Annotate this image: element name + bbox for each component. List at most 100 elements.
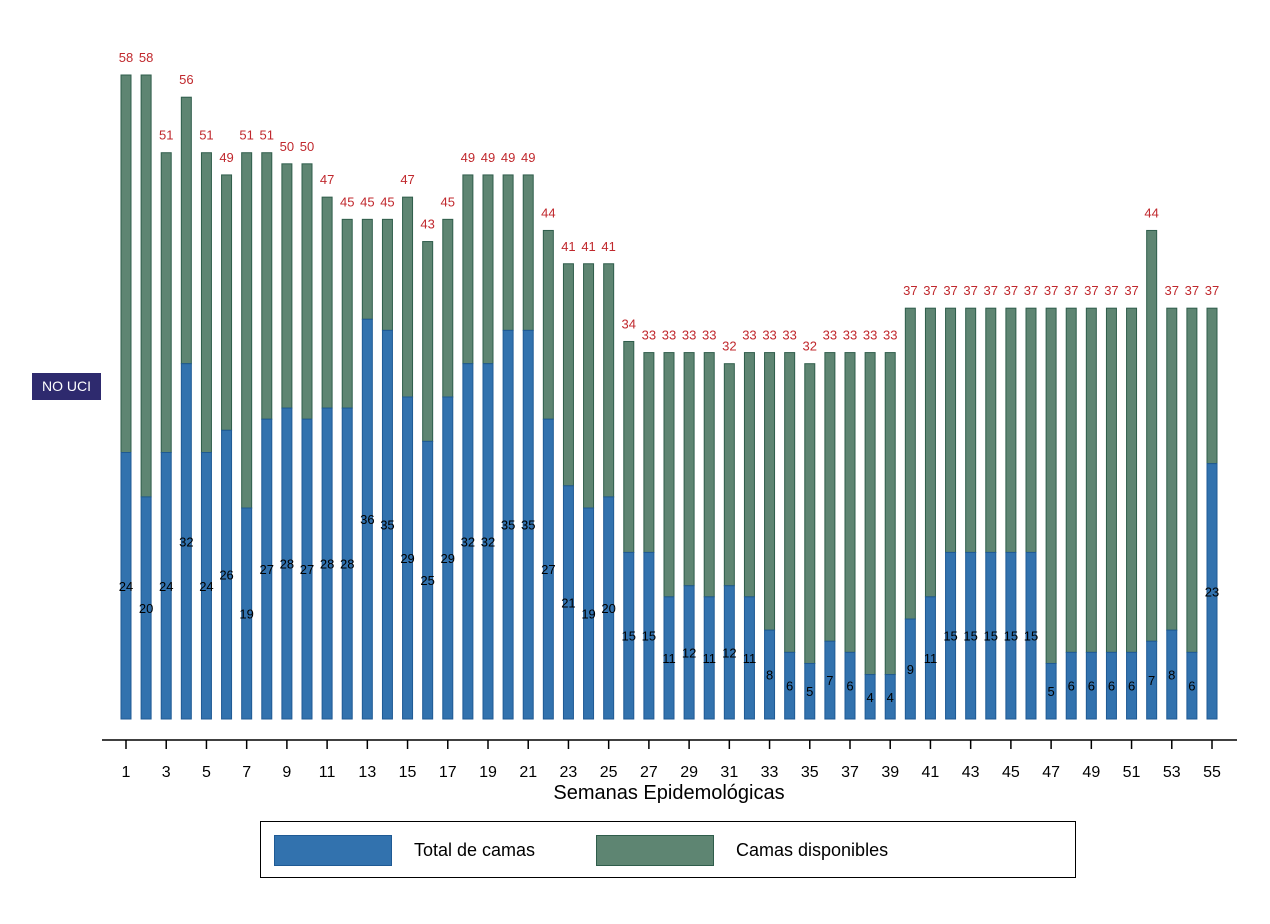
bar-total	[784, 651, 796, 720]
bar-disponibles	[1126, 307, 1138, 653]
total-value-label: 58	[119, 50, 133, 65]
bar-value-label: 27	[300, 562, 314, 577]
bar-value-label: 29	[441, 551, 455, 566]
bar-value-label: 8	[766, 668, 773, 683]
bar-disponibles	[1085, 307, 1097, 653]
bar-total	[583, 507, 595, 720]
bar-disponibles	[723, 363, 735, 587]
bar-disponibles	[462, 174, 474, 365]
bar-value-label: 15	[943, 629, 957, 644]
bar-total	[1105, 651, 1117, 720]
bar-disponibles	[904, 307, 916, 620]
bar-disponibles	[381, 218, 393, 331]
x-tick-label: 47	[1042, 764, 1060, 781]
total-value-label: 33	[883, 328, 897, 343]
total-value-label: 37	[963, 283, 977, 298]
bar-total	[462, 363, 474, 720]
bar-total	[804, 662, 816, 720]
x-tick-label: 27	[640, 764, 658, 781]
legend-label-total: Total de camas	[414, 839, 536, 860]
total-value-label: 33	[762, 328, 776, 343]
x-tick-label: 13	[358, 764, 376, 781]
bar-value-label: 7	[1148, 673, 1155, 688]
bar-disponibles	[402, 196, 414, 398]
bar-value-label: 28	[280, 557, 294, 572]
bar-value-label: 32	[179, 534, 193, 549]
total-value-label: 33	[662, 328, 676, 343]
legend-swatch-total	[274, 834, 392, 866]
bar-total	[542, 418, 554, 720]
total-value-label: 33	[702, 328, 716, 343]
bar-total	[221, 429, 233, 720]
total-value-label: 37	[1004, 283, 1018, 298]
legend-item-total: Total de camas	[274, 834, 535, 866]
bar-disponibles	[945, 307, 957, 553]
total-value-label: 37	[1024, 283, 1038, 298]
bar-total	[623, 551, 635, 720]
total-value-label: 37	[923, 283, 937, 298]
total-value-label: 33	[823, 328, 837, 343]
bar-value-label: 11	[924, 651, 938, 666]
total-value-label: 37	[1124, 283, 1138, 298]
bar-total	[1045, 662, 1057, 720]
total-value-label: 49	[481, 150, 495, 165]
bar-total	[160, 452, 172, 720]
total-value-label: 37	[903, 283, 917, 298]
bar-disponibles	[221, 174, 233, 431]
total-value-label: 51	[260, 128, 274, 143]
bar-total	[140, 496, 152, 720]
bars-group	[120, 74, 1218, 720]
legend: Total de camas Camas disponibles	[260, 821, 1076, 878]
total-value-label: 41	[601, 239, 615, 254]
bar-disponibles	[1186, 307, 1198, 653]
bar-value-label: 11	[662, 651, 676, 666]
bar-value-label: 15	[1024, 629, 1038, 644]
bar-total	[442, 396, 454, 720]
bar-disponibles	[180, 96, 192, 365]
bar-value-label: 6	[1068, 679, 1075, 694]
total-value-label: 37	[984, 283, 998, 298]
x-tick-label: 21	[519, 764, 537, 781]
bar-total	[904, 618, 916, 720]
bar-value-label: 5	[806, 684, 813, 699]
bar-total	[985, 551, 997, 720]
bar-total	[180, 363, 192, 720]
bar-disponibles	[985, 307, 997, 553]
bar-disponibles	[1005, 307, 1017, 553]
total-value-label: 49	[521, 150, 535, 165]
bar-value-label: 6	[1188, 679, 1195, 694]
bar-disponibles	[140, 74, 152, 498]
x-tick-label: 53	[1163, 764, 1181, 781]
total-value-label: 47	[320, 172, 334, 187]
bar-value-label: 24	[119, 579, 133, 594]
bar-value-label: 24	[199, 579, 213, 594]
total-value-label: 44	[541, 205, 555, 220]
bar-value-label: 25	[420, 573, 434, 588]
bar-value-label: 11	[743, 651, 757, 666]
bar-total	[1085, 651, 1097, 720]
legend-label-disponibles: Camas disponibles	[736, 839, 889, 860]
bar-value-label: 20	[601, 601, 615, 616]
x-tick-label: 29	[680, 764, 698, 781]
bar-disponibles	[482, 174, 494, 365]
bar-disponibles	[261, 152, 273, 420]
bar-value-label: 15	[1004, 629, 1018, 644]
bar-total	[120, 452, 132, 720]
total-value-label: 33	[782, 328, 796, 343]
total-value-label: 37	[1064, 283, 1078, 298]
bar-value-label: 15	[963, 629, 977, 644]
bar-disponibles	[1045, 307, 1057, 664]
bar-disponibles	[200, 152, 212, 454]
bar-value-label: 27	[260, 562, 274, 577]
bar-total	[824, 640, 836, 720]
bar-total	[301, 418, 313, 720]
x-tick-label: 23	[560, 764, 578, 781]
bar-value-label: 6	[846, 679, 853, 694]
bar-value-label: 35	[521, 518, 535, 533]
bar-disponibles	[683, 352, 695, 587]
bar-total	[1065, 651, 1077, 720]
bar-disponibles	[603, 263, 615, 498]
bar-total	[321, 407, 333, 720]
bar-value-label: 12	[722, 645, 736, 660]
